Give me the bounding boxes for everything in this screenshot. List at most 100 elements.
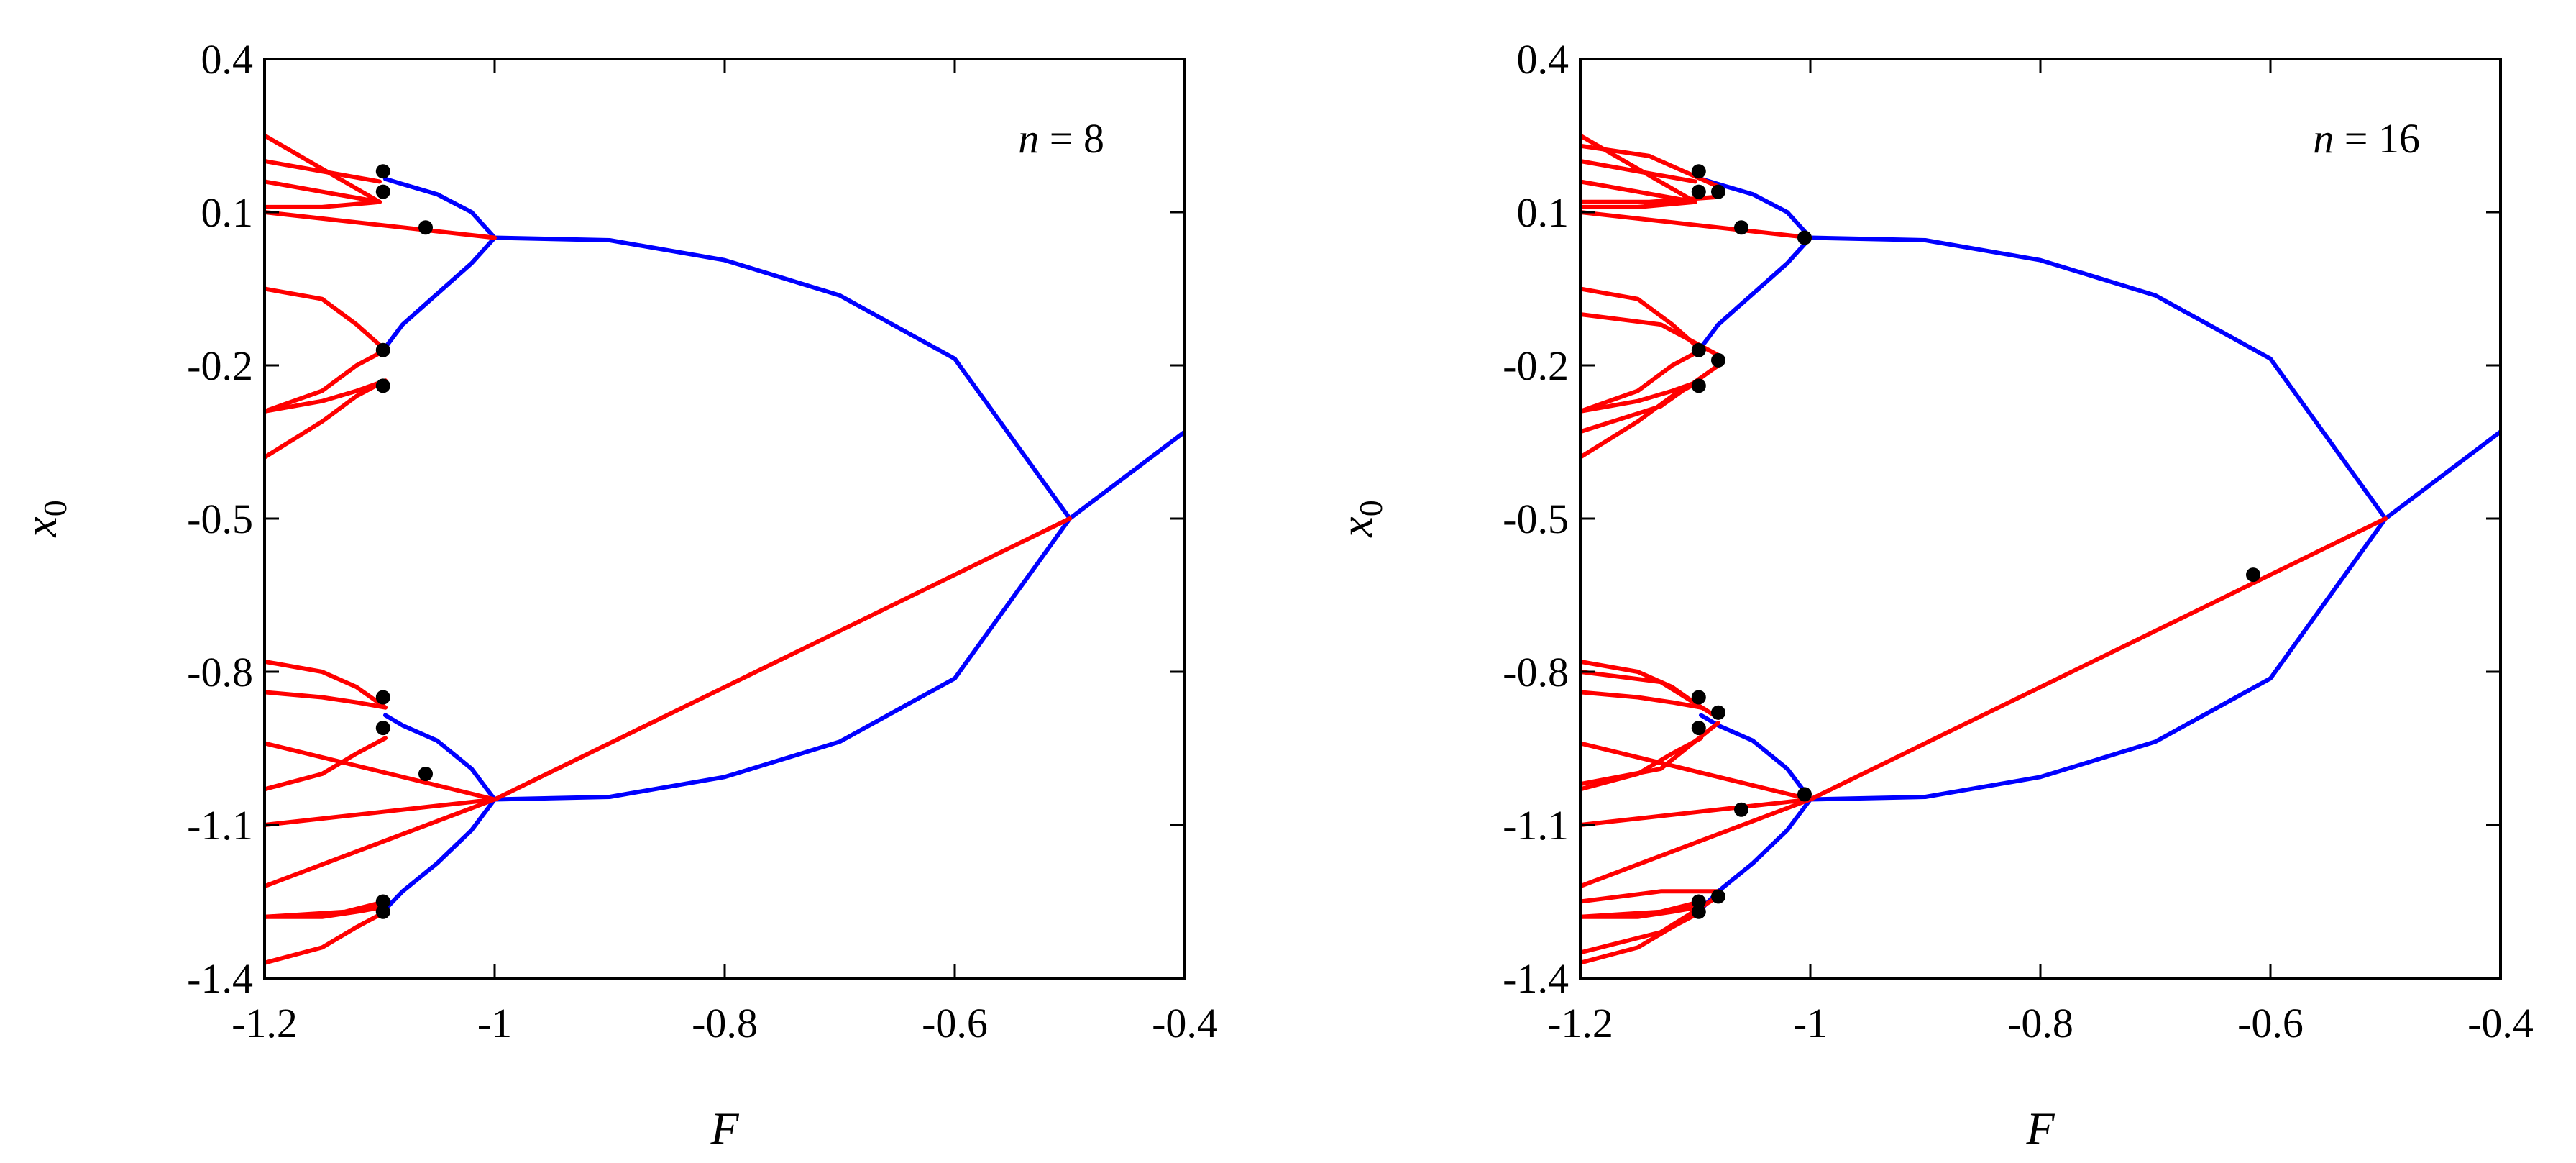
left-branch-curve-7 [383,797,497,912]
right-x-tick-label: -0.8 [2007,1000,2073,1046]
left-branch-curve-6 [383,713,497,802]
left-branch-curve-9 [265,797,497,827]
left-panel: -1.2 -1 -0.8 -0.6 -0.4 0.4 0.1 -0.2 -0.5 -0.8 -1.1… [15,36,1218,1154]
left-bifurcation-point-2 [418,220,433,235]
left-branch-curve-24 [265,909,388,965]
left-branch-curve-13 [265,133,382,204]
right-branch-curve-25 [1580,659,1703,710]
right-bifurcation-point-16 [1691,904,1706,919]
right-branch-curve-15 [1580,199,1697,209]
right-y-tick-label: -1.4 [1503,955,1569,1002]
left-branch-curve-22 [265,736,388,792]
left-curves [265,133,1185,965]
left-branch-curve-0 [492,235,1072,521]
right-branch-curve-11 [1580,741,1812,802]
right-bifurcation-point-6 [1711,352,1725,368]
right-branch-curve-9 [1580,797,1812,827]
right-y-tick-label: 0.1 [1517,189,1569,236]
right-x-tick-label: -1 [1793,1000,1828,1046]
right-branch-curve-18 [1580,347,1703,414]
right-x-tick-label: -0.6 [2237,1000,2304,1046]
right-bifurcation-point-15 [1691,894,1706,909]
right-branch-curve-2 [2383,429,2501,521]
left-bifurcation-point-9 [375,904,390,919]
right-branch-curve-6 [1699,713,1812,802]
left-branch-curve-3 [492,516,1072,802]
right-bifurcation-point-11 [1691,721,1706,736]
left-bifurcation-point-5 [375,690,390,705]
right-y-tick-label: -0.5 [1503,496,1569,542]
left-y-tick-label: -1.1 [187,802,253,849]
right-bifurcation-point-7 [1691,378,1706,393]
right-branch-curve-17 [1580,194,1720,204]
left-branch-curve-19 [265,378,388,414]
left-branch-curve-5 [383,235,497,350]
left-branch-curve-4 [383,176,497,240]
right-branch-curve-31 [1580,899,1703,919]
left-branch-curve-10 [265,797,497,889]
right-y-tick-label: -0.8 [1503,649,1569,695]
right-bifurcation-point-1 [1691,184,1706,199]
right-bifurcation-point-10 [1711,705,1725,720]
right-curves [1580,133,2501,965]
right-bifurcation-point-12 [1797,787,1812,802]
left-branch-curve-16 [265,347,388,414]
left-annotation: n = 8 [1018,115,1104,162]
right-bifurcation-point-0 [1691,164,1706,179]
left-bifurcation-point-3 [375,342,390,357]
right-branch-curve-5 [1699,235,1812,350]
left-y-tick-label: -0.2 [187,342,253,389]
right-y-tick-label: -1.1 [1503,802,1569,849]
left-bifurcation-point-1 [375,184,390,199]
left-plot-frame [263,58,1186,980]
left-x-tick-label: -0.4 [1152,1000,1218,1046]
right-x-tick-label: -1.2 [1547,1000,1613,1046]
right-branch-curve-14 [1580,159,1697,184]
left-y-tick-label: 0.1 [201,189,254,236]
right-branch-curve-8 [1580,210,1812,240]
left-branch-curve-17 [265,286,388,352]
right-bifurcation-point-4 [1797,230,1812,245]
right-x-tick-label: -0.4 [2467,1000,2534,1046]
left-bifurcation-points [375,164,433,919]
right-branch-curve-10 [1580,797,1812,889]
right-ticks: -1.2 -1 -0.8 -0.6 -0.4 0.4 0.1 -0.2 -0.5 -0.8 -1.1… [1503,36,2534,1046]
right-branch-curve-32 [1580,889,1720,904]
left-x-axis-label: F [710,1103,739,1154]
left-branch-curve-14 [265,159,382,184]
right-bifurcation-point-9 [1691,690,1706,705]
left-x-tick-label: -0.6 [922,1000,988,1046]
left-x-tick-label: -1 [477,1000,512,1046]
right-bifurcation-point-13 [1734,802,1748,817]
right-annotation: n = 16 [2313,115,2420,162]
left-x-tick-label: -0.8 [692,1000,758,1046]
right-x-axis-label: F [2025,1103,2055,1154]
left-x-tick-label: -1.2 [232,1000,298,1046]
left-branch-curve-20 [265,690,388,710]
right-bifurcation-point-2 [1711,184,1725,199]
right-branch-curve-28 [1580,721,1720,787]
left-branch-curve-2 [1068,429,1185,521]
right-bifurcation-point-8 [2246,567,2260,583]
right-y-axis-label: x0 [1331,500,1389,537]
left-y-tick-label: 0.4 [201,36,254,83]
right-branch-curve-0 [1808,235,2388,521]
right-y-tick-label: -0.2 [1503,342,1569,389]
right-bifurcation-point-5 [1691,342,1706,357]
left-branch-curve-21 [265,659,388,710]
left-branch-curve-15 [265,199,382,209]
left-y-axis-label: x0 [15,500,73,537]
left-branch-curve-12 [265,179,382,204]
left-ticks: -1.2 -1 -0.8 -0.6 -0.4 0.4 0.1 -0.2 -0.5 -0.8 -1.1… [187,36,1218,1046]
right-branch-curve-24 [1580,690,1703,710]
left-bifurcation-point-4 [375,378,390,393]
left-branch-curve-1 [492,516,1072,802]
right-bifurcation-point-14 [1711,889,1725,904]
left-branch-curve-11 [265,741,497,802]
right-branch-curve-27 [1580,670,1720,720]
left-bifurcation-point-8 [375,894,390,909]
right-bifurcation-point-3 [1734,220,1748,235]
left-branch-curve-25 [265,899,388,919]
right-panel: -1.2 -1 -0.8 -0.6 -0.4 0.4 0.1 -0.2 -0.5 -0.8 -1.1… [1331,36,2534,1154]
